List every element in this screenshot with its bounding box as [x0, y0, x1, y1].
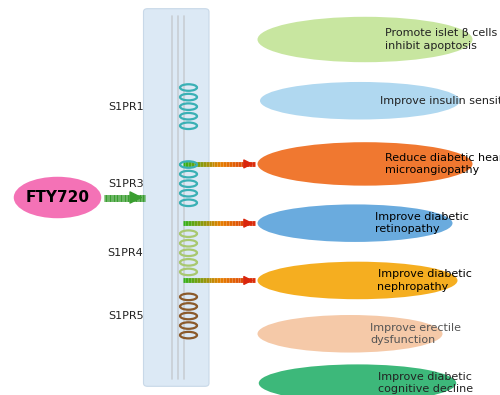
- Text: S1PR1: S1PR1: [108, 102, 144, 112]
- Ellipse shape: [260, 82, 460, 119]
- Ellipse shape: [258, 17, 472, 62]
- Ellipse shape: [258, 205, 452, 242]
- Text: Improve erectile
dysfunction: Improve erectile dysfunction: [370, 323, 461, 345]
- Ellipse shape: [258, 142, 472, 186]
- Text: Improve diabetic
cognitive decline: Improve diabetic cognitive decline: [378, 372, 472, 394]
- Ellipse shape: [258, 315, 442, 352]
- Text: S1PR5: S1PR5: [108, 311, 144, 321]
- Text: S1PR3: S1PR3: [108, 179, 144, 189]
- Text: FTY720: FTY720: [26, 190, 90, 205]
- Text: Improve diabetic
nephropathy: Improve diabetic nephropathy: [378, 269, 472, 292]
- Ellipse shape: [259, 364, 456, 395]
- Text: Reduce diabetic heart
microangiopathy: Reduce diabetic heart microangiopathy: [385, 153, 500, 175]
- Text: S1PR4: S1PR4: [108, 248, 144, 258]
- Ellipse shape: [14, 177, 101, 218]
- Text: Improve insulin sensitivity: Improve insulin sensitivity: [380, 96, 500, 106]
- FancyBboxPatch shape: [144, 9, 209, 386]
- Text: Promote islet β cells proliferation,
inhibit apoptosis: Promote islet β cells proliferation, inh…: [385, 28, 500, 51]
- Ellipse shape: [258, 261, 458, 299]
- Text: Improve diabetic
retinopathy: Improve diabetic retinopathy: [375, 212, 469, 234]
